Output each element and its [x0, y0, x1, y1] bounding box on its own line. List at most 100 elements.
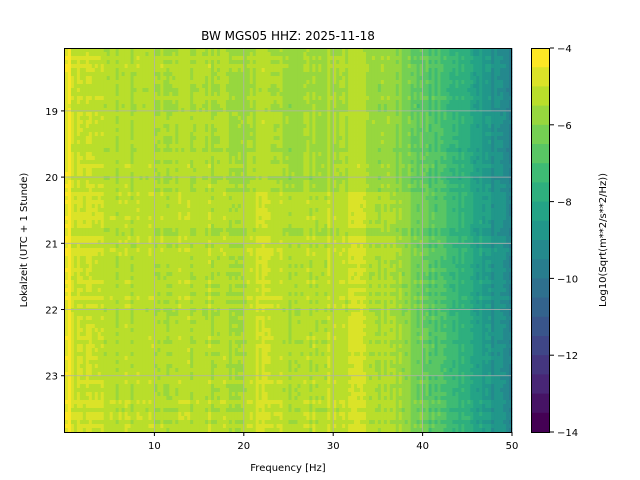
heatmap-cell — [237, 48, 242, 53]
heatmap-cell — [237, 76, 242, 81]
heatmap-cell — [467, 148, 471, 153]
heatmap-cell — [467, 80, 471, 85]
heatmap-cell — [395, 156, 400, 161]
heatmap-cell — [127, 56, 131, 61]
heatmap-cell — [184, 72, 188, 77]
heatmap-cell — [267, 160, 272, 165]
heatmap-cell — [324, 112, 328, 117]
heatmap-cell — [234, 116, 239, 121]
heatmap-cell — [240, 68, 245, 73]
heatmap-cell — [306, 108, 310, 113]
heatmap-cell — [148, 64, 152, 69]
heatmap-cell — [461, 124, 465, 129]
heatmap-cell — [354, 164, 358, 169]
heatmap-cell — [73, 172, 78, 177]
heatmap-cell — [82, 60, 87, 65]
heatmap-cell — [136, 176, 140, 181]
heatmap-cell — [488, 160, 492, 165]
heatmap-cell — [309, 140, 313, 145]
heatmap-cell — [85, 172, 90, 177]
heatmap-cell — [237, 140, 242, 145]
heatmap-cell — [398, 172, 403, 177]
heatmap-cell — [264, 68, 269, 73]
heatmap-cell — [145, 160, 149, 165]
heatmap-cell — [327, 120, 331, 125]
heatmap-cell — [276, 52, 280, 57]
heatmap-cell — [240, 112, 245, 117]
heatmap-cell — [130, 72, 134, 77]
heatmap-cell — [234, 84, 239, 89]
heatmap-cell — [157, 144, 161, 149]
heatmap-cell — [163, 128, 167, 133]
heatmap-cell — [65, 152, 69, 157]
heatmap-cell — [345, 104, 349, 109]
heatmap-cell — [368, 140, 373, 145]
heatmap-cell — [219, 52, 224, 57]
heatmap-cell — [127, 92, 131, 97]
heatmap-cell — [202, 92, 206, 97]
heatmap-cell — [97, 160, 102, 165]
heatmap-cell — [464, 48, 468, 53]
heatmap-cell — [360, 56, 364, 61]
heatmap-cell — [261, 144, 266, 149]
heatmap-cell — [166, 96, 170, 101]
heatmap-cell — [231, 176, 236, 181]
heatmap-cell — [392, 132, 397, 137]
heatmap-cell — [503, 84, 507, 89]
heatmap-cell — [234, 80, 239, 85]
heatmap-cell — [103, 116, 108, 121]
heatmap-cell — [303, 116, 307, 121]
heatmap-cell — [336, 48, 340, 53]
heatmap-cell — [503, 108, 507, 113]
heatmap-cell — [160, 148, 164, 153]
heatmap-cell — [240, 56, 245, 61]
heatmap-cell — [196, 156, 200, 161]
heatmap-cell — [407, 100, 412, 105]
heatmap-cell — [187, 172, 191, 177]
heatmap-cell — [115, 164, 120, 169]
heatmap-cell — [494, 60, 498, 65]
heatmap-cell — [103, 64, 108, 69]
heatmap-cell — [136, 60, 140, 65]
heatmap-cell — [407, 68, 412, 73]
heatmap-cell — [222, 64, 227, 69]
heatmap-cell — [216, 140, 221, 145]
heatmap-cell — [330, 104, 334, 109]
heatmap-cell — [118, 176, 123, 181]
heatmap-cell — [237, 176, 242, 181]
heatmap-cell — [139, 140, 143, 145]
heatmap-cell — [109, 148, 114, 153]
heatmap-cell — [360, 120, 364, 125]
heatmap-cell — [97, 84, 102, 89]
heatmap-cell — [79, 180, 84, 185]
heatmap-cell — [82, 88, 87, 93]
heatmap-cell — [354, 156, 358, 161]
heatmap-cell — [270, 108, 274, 113]
heatmap-cell — [133, 84, 137, 89]
heatmap-cell — [103, 120, 108, 125]
heatmap-cell — [491, 144, 495, 149]
heatmap-cell — [422, 116, 426, 121]
heatmap-cell — [488, 156, 492, 161]
heatmap-cell — [264, 92, 269, 97]
heatmap-cell — [231, 168, 236, 173]
heatmap-cell — [416, 172, 421, 177]
heatmap-cell — [506, 164, 510, 169]
heatmap-cell — [264, 168, 269, 173]
heatmap-cell — [88, 172, 93, 177]
heatmap-cell — [208, 132, 212, 137]
heatmap-cell — [85, 148, 90, 153]
heatmap-cell — [79, 92, 84, 97]
heatmap-cell — [202, 172, 206, 177]
heatmap-cell — [377, 176, 382, 181]
heatmap-cell — [216, 120, 221, 125]
heatmap-cell — [178, 152, 182, 157]
heatmap-cell — [327, 48, 331, 53]
heatmap-cell — [312, 164, 316, 169]
heatmap-cell — [166, 92, 170, 97]
heatmap-cell — [497, 76, 501, 81]
heatmap-cell — [500, 68, 504, 73]
heatmap-cell — [85, 100, 90, 105]
heatmap-cell — [255, 136, 260, 141]
heatmap-cell — [357, 112, 361, 117]
